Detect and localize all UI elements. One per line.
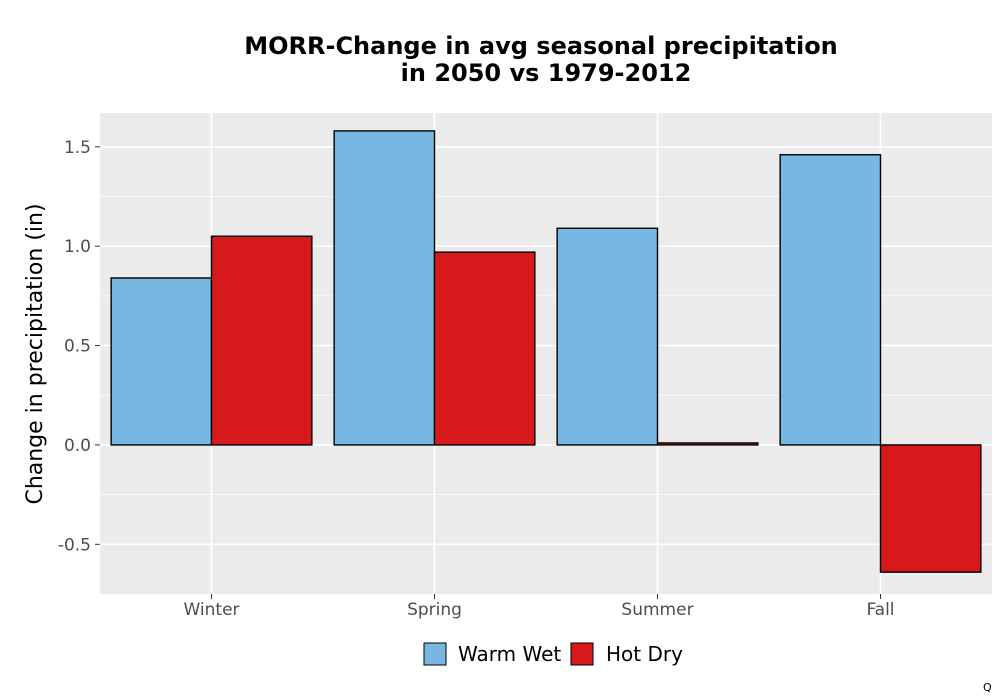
legend-swatch-warm-wet — [423, 642, 447, 666]
x-tick-label: Summer — [621, 600, 693, 620]
y-tick-label: 0.5 — [64, 337, 91, 357]
bar-warm-wet-fall — [779, 154, 882, 446]
chart-title-line-1: MORR-Change in avg seasonal precipitatio… — [244, 32, 838, 60]
legend-label-warm-wet: Warm Wet — [458, 642, 561, 666]
chart-title-line-2: in 2050 vs 1979-2012 — [401, 59, 692, 87]
x-tick-label: Spring — [407, 600, 462, 620]
legend-swatch-hot-dry — [570, 642, 594, 666]
y-tick-label: -0.5 — [58, 535, 91, 555]
x-tick-label: Winter — [183, 600, 239, 620]
bar-warm-wet-winter — [110, 277, 213, 446]
bars-group — [110, 130, 982, 573]
legend: Warm Wet Hot Dry — [423, 642, 683, 666]
y-tick-label: 0.0 — [64, 436, 91, 456]
bar-warm-wet-spring — [333, 130, 436, 446]
bar-hot-dry-fall — [879, 444, 982, 573]
y-tick-label: 1.0 — [64, 237, 91, 257]
y-axis-ticks: -0.5 0.0 0.5 1.0 1.5 — [58, 138, 100, 555]
legend-label-hot-dry: Hot Dry — [606, 642, 683, 666]
x-axis-ticks: Winter Spring Summer Fall — [183, 594, 895, 620]
bar-warm-wet-summer — [556, 227, 659, 446]
y-tick-label: 1.5 — [64, 138, 91, 158]
corner-note: Q — [983, 681, 992, 694]
x-tick-label: Fall — [866, 600, 894, 620]
y-axis-title: Change in precipitation (in) — [23, 203, 48, 504]
bar-hot-dry-summer — [656, 442, 759, 446]
bar-hot-dry-spring — [433, 251, 536, 446]
bar-hot-dry-winter — [210, 235, 313, 446]
